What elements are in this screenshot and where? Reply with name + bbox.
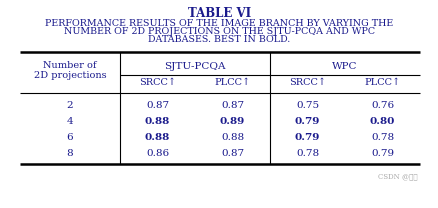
Text: SRCC↑: SRCC↑	[139, 78, 176, 87]
Text: 2: 2	[67, 102, 73, 110]
Text: WPC: WPC	[332, 62, 357, 71]
Text: 0.79: 0.79	[294, 118, 319, 126]
Text: TABLE VI: TABLE VI	[187, 7, 251, 20]
Text: 2D projections: 2D projections	[34, 71, 106, 80]
Text: CSDN @久茥: CSDN @久茥	[378, 172, 417, 180]
Text: 0.87: 0.87	[220, 150, 244, 158]
Text: PLCC↑: PLCC↑	[364, 78, 399, 87]
Text: Number of: Number of	[43, 61, 96, 70]
Text: 0.78: 0.78	[370, 134, 393, 142]
Text: 0.88: 0.88	[220, 134, 244, 142]
Text: 0.88: 0.88	[145, 134, 170, 142]
Text: 8: 8	[67, 150, 73, 158]
Text: 6: 6	[67, 134, 73, 142]
Text: PLCC↑: PLCC↑	[214, 78, 250, 87]
Text: 0.75: 0.75	[295, 102, 318, 110]
Text: 0.79: 0.79	[370, 150, 393, 158]
Text: 0.78: 0.78	[295, 150, 318, 158]
Text: 0.89: 0.89	[219, 118, 244, 126]
Text: NUMBER OF 2D PROJECTIONS ON THE SJTU-PCQA AND WPC: NUMBER OF 2D PROJECTIONS ON THE SJTU-PCQ…	[64, 27, 374, 36]
Text: 0.80: 0.80	[369, 118, 394, 126]
Text: 4: 4	[67, 118, 73, 126]
Text: 0.79: 0.79	[294, 134, 319, 142]
Text: PERFORMANCE RESULTS OF THE IMAGE BRANCH BY VARYING THE: PERFORMANCE RESULTS OF THE IMAGE BRANCH …	[45, 19, 393, 28]
Text: 0.86: 0.86	[145, 150, 169, 158]
Text: DATABASES. BEST IN BOLD.: DATABASES. BEST IN BOLD.	[148, 35, 290, 44]
Text: 0.76: 0.76	[370, 102, 393, 110]
Text: 0.87: 0.87	[145, 102, 169, 110]
Text: 0.87: 0.87	[220, 102, 244, 110]
Text: SJTU-PCQA: SJTU-PCQA	[164, 62, 225, 71]
Text: 0.88: 0.88	[145, 118, 170, 126]
Text: SRCC↑: SRCC↑	[288, 78, 325, 87]
